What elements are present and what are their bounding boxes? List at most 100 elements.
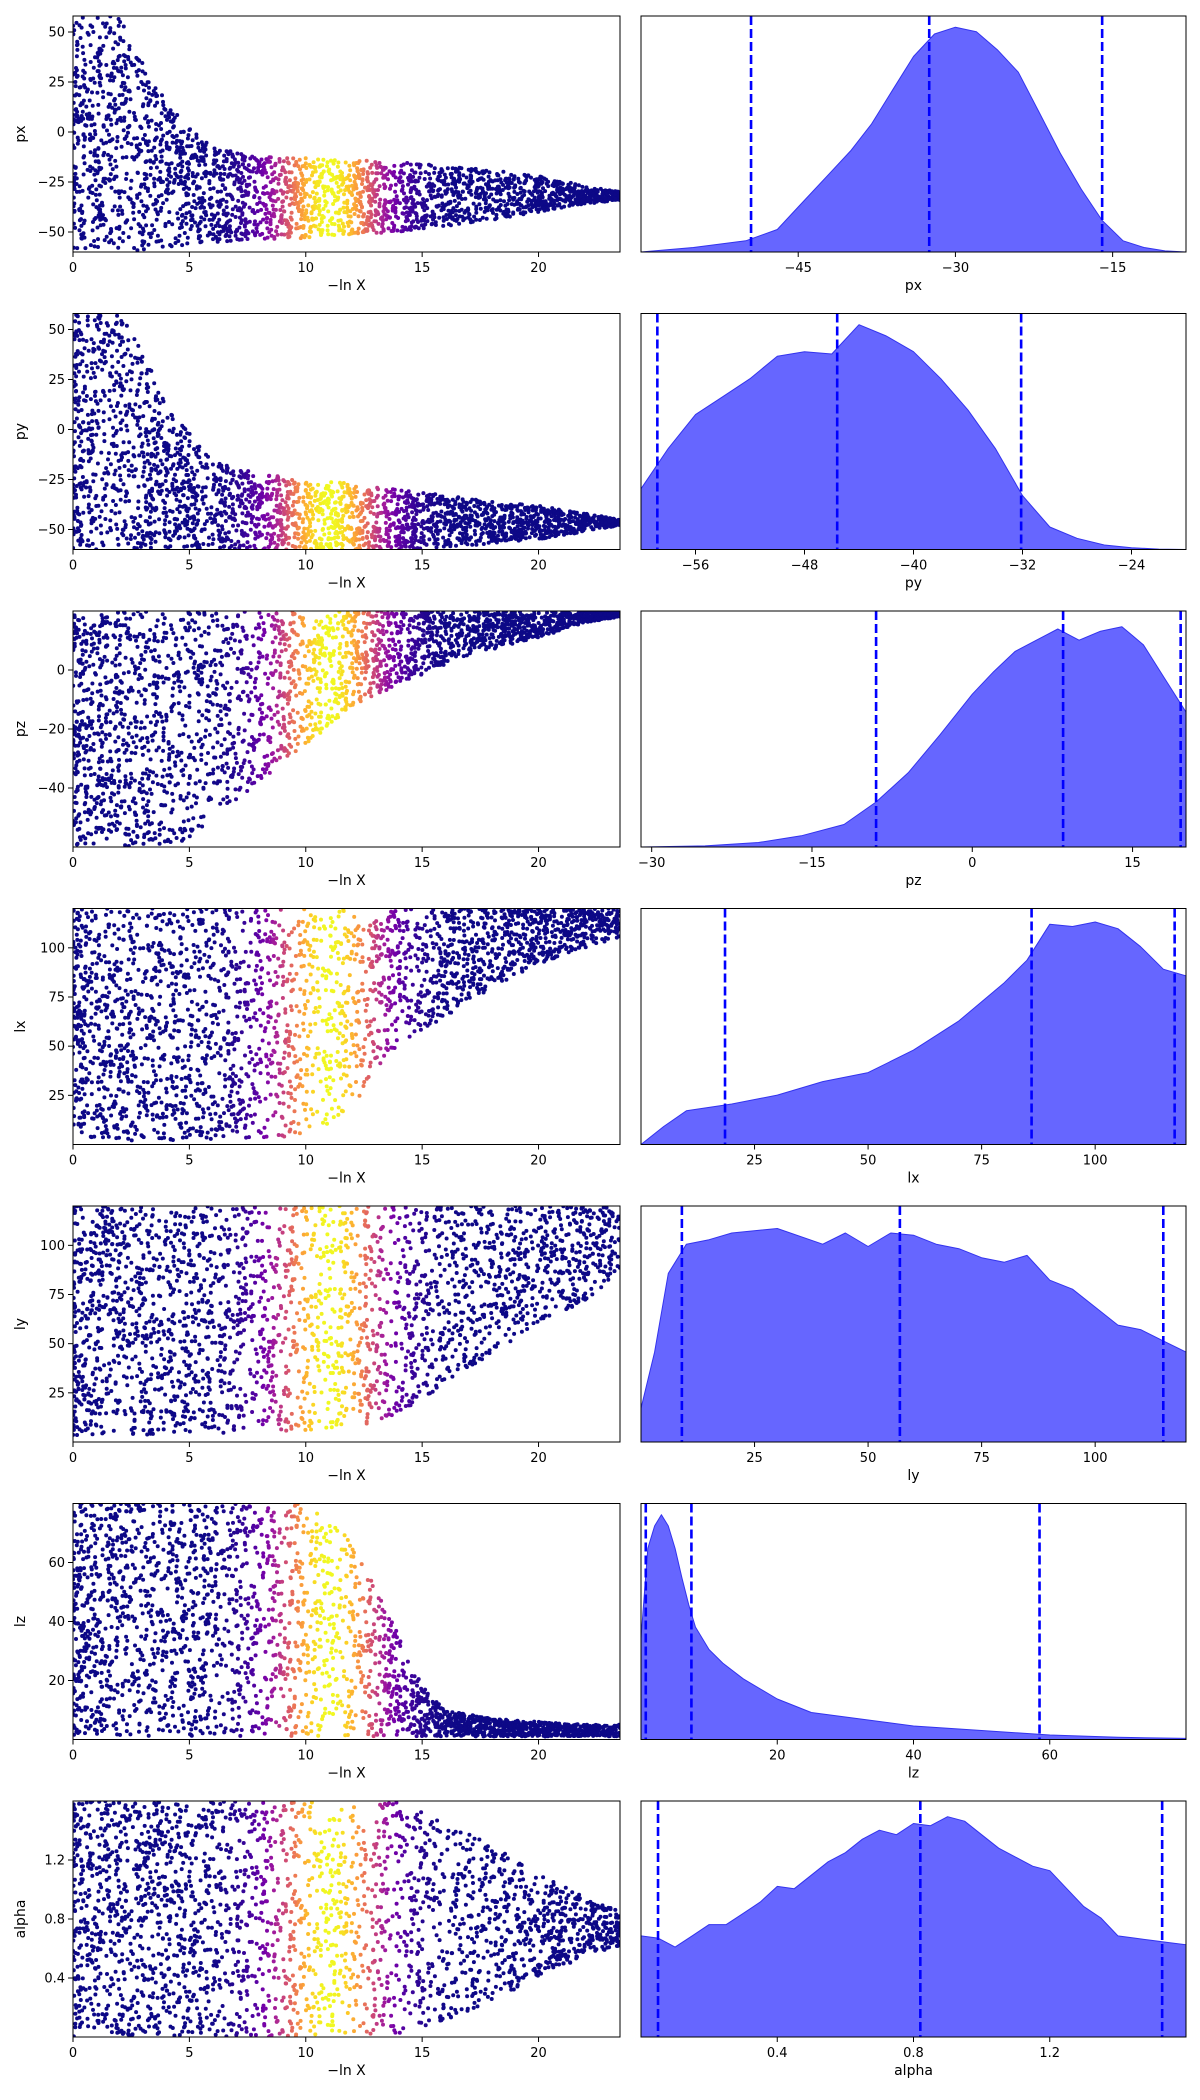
py-scatter-point <box>115 536 120 541</box>
py-scatter-point <box>616 522 620 527</box>
py-scatter-point <box>128 388 133 393</box>
py-scatter-point <box>145 477 150 482</box>
px-scatter-point <box>324 200 329 205</box>
px-scatter-point <box>125 125 130 130</box>
py-scatter-point <box>279 524 284 529</box>
py-scatter-point <box>315 505 320 509</box>
py-scatter-point <box>118 488 123 493</box>
py-scatter-point <box>546 525 551 530</box>
px-scatter-point <box>170 222 175 227</box>
px-scatter-point <box>84 104 89 109</box>
px-scatter-point <box>77 85 82 90</box>
py-scatter-point <box>73 382 78 387</box>
px-scatter-point <box>173 140 178 145</box>
px-scatter-point <box>376 221 381 226</box>
px-scatter-point <box>115 139 120 144</box>
px-scatter-point <box>126 130 130 135</box>
py-scatter-point <box>164 446 169 451</box>
px-scatter-point <box>325 223 330 228</box>
px-scatter-point <box>97 35 102 40</box>
py-scatter-point <box>116 332 121 337</box>
py-scatter-point <box>305 504 310 509</box>
py-scatter-point <box>170 484 175 489</box>
px-scatter-point <box>158 208 163 213</box>
px-scatter-point <box>399 229 404 234</box>
py-scatter-point <box>119 355 124 359</box>
py-scatter-point <box>114 444 119 448</box>
py-scatter-point <box>179 439 184 444</box>
px-scatter-point <box>220 164 225 169</box>
py-scatter-point <box>156 428 161 433</box>
px-scatter-point <box>180 212 185 217</box>
py-scatter-point <box>549 514 554 519</box>
py-scatter-point <box>203 494 208 499</box>
px-scatter-point <box>526 197 531 202</box>
px-scatter-point <box>453 169 458 174</box>
px-scatter-point <box>153 91 158 96</box>
py-scatter-point <box>175 466 180 471</box>
py-scatter-point <box>107 398 112 403</box>
px-scatter-point <box>395 228 400 233</box>
px-scatter-point <box>552 198 557 203</box>
px-scatter-point <box>403 197 408 202</box>
py-scatter-point <box>135 360 140 365</box>
py-scatter-point <box>370 544 375 549</box>
py-scatter-point <box>442 526 447 531</box>
px-scatter-point <box>97 74 102 79</box>
px-scatter-point <box>111 46 116 51</box>
px-scatter-point <box>114 164 119 169</box>
py-scatter-point <box>73 420 77 425</box>
py-scatter-point <box>376 529 381 534</box>
py-scatter-point <box>232 546 237 550</box>
px-scatter-point <box>174 133 179 138</box>
px-scatter-xtick-label: 5 <box>185 261 193 276</box>
px-scatter-point <box>209 222 214 227</box>
py-scatter-point <box>186 533 191 538</box>
px-scatter-point <box>457 179 462 184</box>
px-scatter-point <box>235 167 240 172</box>
px-scatter-point <box>132 246 137 250</box>
py-scatter-point <box>77 443 82 448</box>
py-scatter-point <box>301 535 306 539</box>
px-scatter-point <box>335 174 340 179</box>
px-scatter-point <box>507 194 512 199</box>
px-scatter-point <box>131 204 136 209</box>
px-scatter-point <box>539 179 544 184</box>
py-scatter-point <box>240 531 245 536</box>
px-scatter-point <box>283 177 288 182</box>
px-scatter-point <box>211 226 216 231</box>
py-scatter-point <box>136 522 140 527</box>
px-scatter-point <box>197 196 202 201</box>
py-scatter-point <box>180 465 185 470</box>
px-scatter-point <box>180 181 185 185</box>
py-scatter-point <box>73 476 77 481</box>
py-scatter-point <box>339 483 344 488</box>
py-scatter-point <box>297 544 302 549</box>
py-scatter-point <box>432 501 437 506</box>
px-scatter-point <box>310 190 315 195</box>
py-scatter-point <box>358 519 363 524</box>
py-scatter-point <box>230 496 234 501</box>
px-scatter-point <box>171 124 176 129</box>
py-scatter-point <box>129 533 133 538</box>
py-scatter-point <box>473 497 478 502</box>
py-scatter-point <box>185 514 190 518</box>
px-scatter-point <box>286 161 291 166</box>
px-scatter-point <box>348 209 353 214</box>
px-scatter-point <box>88 164 93 169</box>
px-scatter-point <box>252 179 257 184</box>
py-scatter-point <box>424 526 429 531</box>
px-scatter-point <box>194 132 199 137</box>
py-scatter-point <box>139 371 144 376</box>
px-scatter-point <box>306 203 311 208</box>
py-scatter-point <box>178 430 183 435</box>
py-scatter-point <box>404 505 409 510</box>
py-scatter-point <box>230 502 235 507</box>
py-scatter-point <box>184 473 189 477</box>
px-scatter-point <box>123 66 128 71</box>
py-scatter-point <box>270 479 275 484</box>
py-scatter-point <box>447 533 452 538</box>
py-scatter-point <box>222 544 227 549</box>
py-scatter-point <box>163 518 168 523</box>
py-scatter-point <box>84 363 89 368</box>
